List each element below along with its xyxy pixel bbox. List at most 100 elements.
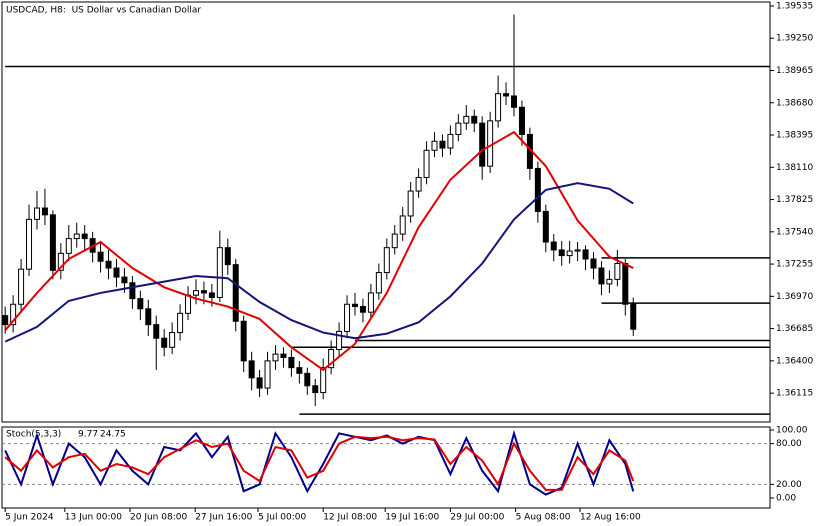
candle-body xyxy=(81,233,88,240)
candle-body xyxy=(574,249,581,252)
candle-body xyxy=(447,133,454,149)
stoch-label: Stoch(5,3,3) xyxy=(6,430,61,440)
candle-body xyxy=(129,282,136,300)
candle-body xyxy=(566,250,573,257)
candle-body xyxy=(208,292,215,298)
candle-body xyxy=(18,268,25,305)
candle-body xyxy=(224,247,231,266)
stoch-d-value: 24.75 xyxy=(100,430,126,440)
candle-body xyxy=(121,276,128,284)
candle-body xyxy=(33,207,40,220)
candle-body xyxy=(407,190,414,217)
x-tick-label: 29 Jul 00:00 xyxy=(450,513,504,523)
y-tick-label: 1.36970 xyxy=(776,292,813,302)
candle-body xyxy=(312,385,319,394)
candle-body xyxy=(471,115,478,124)
stoch-y-tick-label: 80.00 xyxy=(776,439,802,449)
candle-body xyxy=(606,278,613,285)
candle-body xyxy=(479,122,486,167)
x-tick-label: 5 Aug 08:00 xyxy=(516,513,571,523)
candle-body xyxy=(73,233,80,240)
moving-average xyxy=(4,182,634,343)
x-tick-label: 13 Jun 00:00 xyxy=(65,513,122,523)
x-tick-label: 12 Jul 08:00 xyxy=(323,513,377,523)
y-tick-label: 1.36400 xyxy=(776,356,813,366)
candle-body xyxy=(304,372,311,387)
candle-body xyxy=(65,238,72,254)
candle-body xyxy=(272,353,279,362)
x-tick-label: 12 Aug 16:00 xyxy=(580,513,641,523)
stoch-pane xyxy=(1,426,771,509)
candle-body xyxy=(344,303,351,332)
candle-body xyxy=(248,360,255,379)
x-tick-label: 5 Jun 2024 xyxy=(5,513,54,523)
candle-body xyxy=(558,249,565,257)
candle-body xyxy=(192,290,199,296)
stoch-y-tick-label: 100.00 xyxy=(776,425,808,435)
chart-title: USDCAD, H8: US Dollar vs Canadian Dollar xyxy=(6,6,201,16)
candle-body xyxy=(550,241,557,251)
candle-body xyxy=(288,356,295,369)
candle-body xyxy=(383,247,390,274)
y-tick-label: 1.37540 xyxy=(776,227,813,237)
candle-body xyxy=(375,272,382,294)
candle-body xyxy=(463,115,470,124)
candle-body xyxy=(487,120,494,167)
moving-average xyxy=(4,130,634,372)
candle-body xyxy=(431,140,438,151)
y-tick-label: 1.36685 xyxy=(776,324,813,334)
y-tick-label: 1.39535 xyxy=(776,1,813,11)
stoch-k-value: 9.77 xyxy=(78,430,98,440)
y-tick-label: 1.38395 xyxy=(776,131,813,141)
y-tick-label: 1.37255 xyxy=(776,260,813,270)
candle-body xyxy=(495,93,502,122)
stoch-d xyxy=(4,435,635,491)
candle-body xyxy=(542,210,549,243)
candle-body xyxy=(423,149,430,178)
candle-body xyxy=(161,337,168,348)
candle-body xyxy=(113,267,120,278)
y-tick-label: 1.38680 xyxy=(776,98,813,108)
candle-body xyxy=(351,303,358,308)
candle-body xyxy=(41,207,48,216)
x-tick-label: 19 Jul 16:00 xyxy=(385,513,439,523)
y-tick-label: 1.36115 xyxy=(776,389,813,399)
candle-body xyxy=(97,251,104,262)
stoch-y-tick-label: 20.00 xyxy=(776,480,802,490)
x-tick-label: 27 Jun 16:00 xyxy=(195,513,252,523)
y-tick-label: 1.37825 xyxy=(776,195,813,205)
candle-body xyxy=(598,267,605,285)
candle-body xyxy=(169,332,176,348)
candle-body xyxy=(439,140,446,149)
candle-body xyxy=(320,367,327,394)
candle-body xyxy=(511,95,517,108)
candle-body xyxy=(359,306,366,313)
stoch-y-tick-label: 0.00 xyxy=(776,494,796,504)
candle-body xyxy=(185,294,192,314)
candle-body xyxy=(614,263,621,280)
candle-body xyxy=(240,320,247,362)
candle-body xyxy=(336,330,343,351)
candle-body xyxy=(177,312,184,334)
main-pane xyxy=(1,1,771,423)
candle-body xyxy=(399,215,406,235)
candle-body xyxy=(256,377,263,389)
candle-body xyxy=(145,308,152,326)
candle-body xyxy=(503,93,510,97)
candle-body xyxy=(57,252,64,271)
candle-body xyxy=(622,263,629,305)
candle-body xyxy=(200,290,207,294)
candle-body xyxy=(455,122,462,135)
stoch-k xyxy=(4,429,635,496)
y-tick-label: 1.38110 xyxy=(776,163,813,173)
x-tick-label: 5 Jul 00:00 xyxy=(258,513,307,523)
candle-body xyxy=(49,214,56,271)
candle-body xyxy=(367,292,374,313)
candle-body xyxy=(216,247,223,298)
candle-body xyxy=(630,303,637,330)
candle-body xyxy=(10,303,17,326)
candle-body xyxy=(590,258,597,269)
candle-body xyxy=(415,176,422,192)
candle-body xyxy=(534,167,541,212)
